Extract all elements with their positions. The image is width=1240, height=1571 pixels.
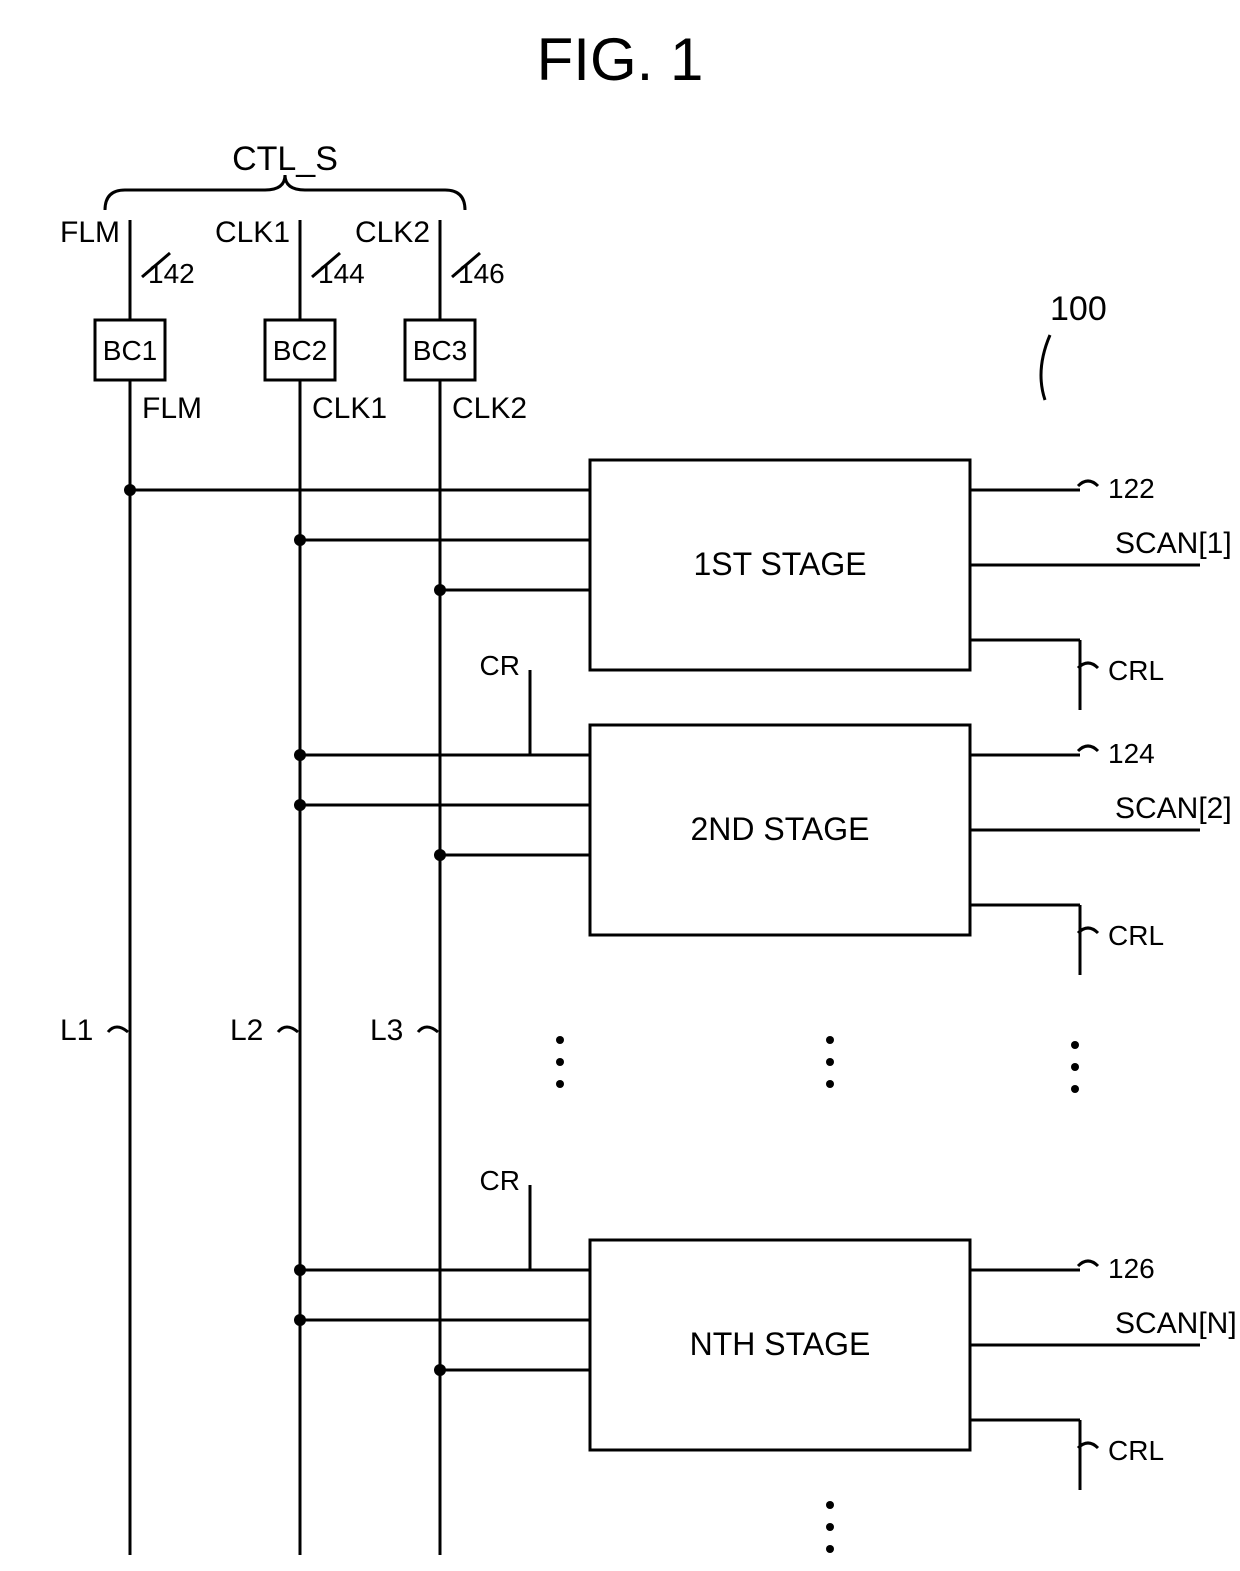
L1-block-label: BC1: [103, 335, 157, 366]
L3-block-label: BC3: [413, 335, 467, 366]
L1-top-label: FLM: [60, 216, 120, 249]
schematic-figure: FIG. 1 CTL_S FLM 142 BC1 FLM CLK1 144 BC2 CLK1 CLK…: [0, 0, 1240, 1571]
stage-2-label: 2ND STAGE: [691, 811, 870, 847]
stage-2-cr: CR: [480, 650, 520, 681]
L2-axis-label: L2: [230, 1014, 263, 1047]
stage-2-ref: 124: [1108, 738, 1155, 769]
L3-ref: 146: [458, 258, 505, 289]
stage-2-crl: CRL: [1108, 920, 1164, 951]
L3-axis-label: L3: [370, 1014, 403, 1047]
L2-ref: 144: [318, 258, 365, 289]
stage-3-ref: 126: [1108, 1253, 1155, 1284]
L1-bottom-label: FLM: [142, 392, 202, 425]
stage-3-crl: CRL: [1108, 1435, 1164, 1466]
L3-bottom-label: CLK2: [452, 392, 527, 425]
figure-ref: 100: [1050, 290, 1107, 328]
stage-1-label: 1ST STAGE: [693, 546, 866, 582]
stage-3-scan: SCAN[N]: [1115, 1307, 1237, 1340]
stage-3-cr: CR: [480, 1165, 520, 1196]
stage-1-crl: CRL: [1108, 655, 1164, 686]
L2-bottom-label: CLK1: [312, 392, 387, 425]
L1-axis-label: L1: [60, 1014, 93, 1047]
stage-2-scan: SCAN[2]: [1115, 792, 1232, 825]
group-label: CTL_S: [232, 140, 338, 178]
stage-1-ref: 122: [1108, 473, 1155, 504]
L1-ref: 142: [148, 258, 195, 289]
L3-top-label: CLK2: [355, 216, 430, 249]
L2-top-label: CLK1: [215, 216, 290, 249]
stage-1-scan: SCAN[1]: [1115, 527, 1232, 560]
figure-title: FIG. 1: [537, 26, 704, 93]
L2-block-label: BC2: [273, 335, 327, 366]
stage-3-label: NTH STAGE: [690, 1326, 871, 1362]
